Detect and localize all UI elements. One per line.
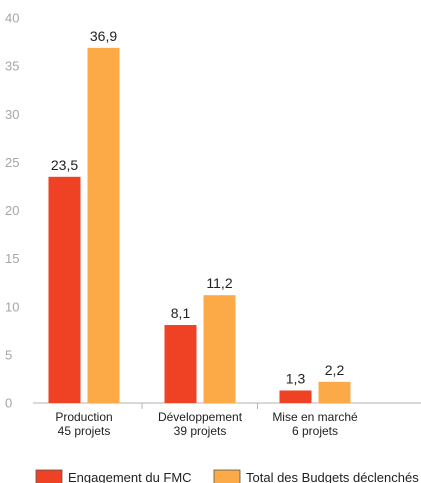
x-tick-label: Développement — [158, 410, 243, 424]
y-tick-label: 30 — [5, 107, 19, 122]
x-tick-label: Production — [55, 410, 112, 424]
x-tick-label: 6 projets — [292, 424, 338, 438]
category-separators — [141, 403, 258, 409]
bar — [318, 381, 351, 403]
y-tick-label: 15 — [5, 251, 19, 266]
bar — [48, 176, 81, 403]
data-labels: 23,5 8,1 1,3 36,9 11,2 2,2 — [51, 28, 345, 387]
y-tick-label: 35 — [5, 59, 19, 74]
bar — [87, 47, 120, 404]
data-label: 2,2 — [325, 362, 345, 378]
bar — [203, 295, 236, 403]
legend-swatch — [213, 469, 241, 483]
x-tick-label: Mise en marché — [272, 410, 358, 424]
legend-swatch — [35, 469, 63, 483]
x-tick-label: 39 projets — [174, 424, 227, 438]
bar — [279, 390, 312, 403]
y-tick-label: 10 — [5, 299, 19, 314]
data-label: 23,5 — [51, 157, 78, 173]
x-tick-label: 45 projets — [58, 424, 111, 438]
bar — [164, 325, 197, 403]
bars — [48, 47, 351, 404]
legend-label: Engagement du FMC — [68, 470, 192, 483]
y-tick-label: 40 — [5, 11, 19, 26]
legend: Engagement du FMC Total des Budgets décle… — [35, 469, 419, 483]
y-tick-label: 20 — [5, 203, 19, 218]
data-label: 36,9 — [90, 28, 117, 44]
legend-label: Total des Budgets déclenchés — [246, 470, 419, 483]
y-tick-label: 0 — [5, 396, 12, 411]
data-label: 1,3 — [286, 370, 306, 386]
y-tick-label: 25 — [5, 155, 19, 170]
y-axis: 0 5 10 15 20 25 30 35 40 — [5, 11, 19, 411]
y-tick-label: 5 — [5, 347, 12, 362]
data-label: 11,2 — [206, 275, 232, 291]
data-label: 8,1 — [171, 305, 191, 321]
